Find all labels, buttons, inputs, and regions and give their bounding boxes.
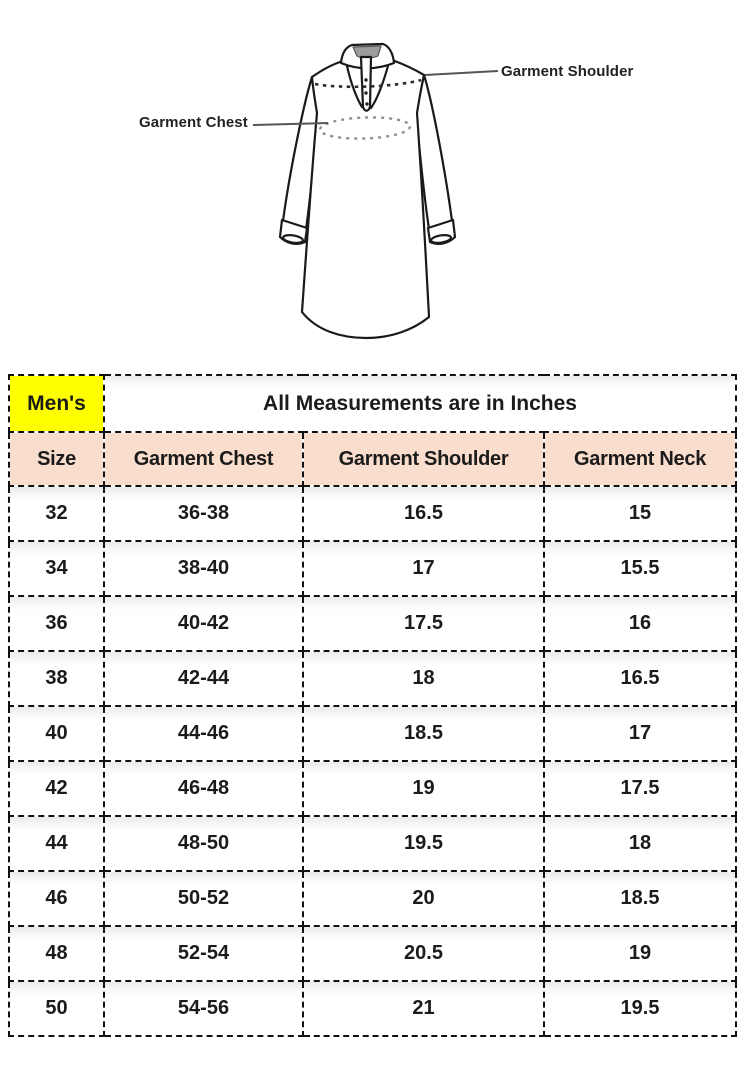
- cell-size: 34: [8, 540, 105, 597]
- cell-chest: 40-42: [103, 595, 304, 652]
- garment-shoulder-label: Garment Shoulder: [501, 63, 634, 80]
- table-row: 48 52-54 20.5 19: [8, 925, 738, 982]
- cell-shoulder: 16.5: [302, 485, 545, 542]
- right-cuff-opening: [430, 234, 452, 244]
- cell-chest: 54-56: [103, 980, 304, 1037]
- cell-neck: 19: [542, 925, 738, 982]
- cell-shoulder: 21: [302, 980, 545, 1037]
- size-table: Men's All Measurements are in Inches Siz…: [8, 374, 738, 1037]
- chest-leader-line: [252, 122, 329, 126]
- column-header-row: Size Garment Chest Garment Shoulder Garm…: [8, 431, 738, 487]
- cell-shoulder: 20: [302, 870, 545, 927]
- cell-shoulder: 18.5: [302, 705, 545, 762]
- garment-illustration: [252, 42, 499, 340]
- placket-buttons: [364, 78, 369, 106]
- torso: [300, 58, 431, 340]
- shoulder-measure-dotted-line: [314, 78, 422, 89]
- mens-cell: Men's: [8, 374, 105, 433]
- cell-neck: 19.5: [542, 980, 738, 1037]
- cell-size: 44: [8, 815, 105, 872]
- cell-neck: 18.5: [542, 870, 738, 927]
- cell-neck: 15: [542, 485, 738, 542]
- cell-chest: 48-50: [103, 815, 304, 872]
- table-row: 40 44-46 18.5 17: [8, 705, 738, 762]
- garment-diagram: Garment Chest Garment Shoulder: [0, 0, 746, 372]
- column-header-size: Size: [8, 431, 105, 487]
- cell-neck: 18: [542, 815, 738, 872]
- cell-size: 40: [8, 705, 105, 762]
- cell-chest: 46-48: [103, 760, 304, 817]
- cell-size: 32: [8, 485, 105, 542]
- cell-size: 38: [8, 650, 105, 707]
- cell-size: 48: [8, 925, 105, 982]
- cell-size: 50: [8, 980, 105, 1037]
- cell-chest: 36-38: [103, 485, 304, 542]
- cell-chest: 52-54: [103, 925, 304, 982]
- left-cuff-opening: [282, 234, 304, 244]
- cell-neck: 16.5: [542, 650, 738, 707]
- cell-chest: 42-44: [103, 650, 304, 707]
- cell-shoulder: 19: [302, 760, 545, 817]
- column-header-shoulder: Garment Shoulder: [302, 431, 545, 487]
- cell-shoulder: 17.5: [302, 595, 545, 652]
- table-row: 46 50-52 20 18.5: [8, 870, 738, 927]
- measurements-title: All Measurements are in Inches: [102, 374, 738, 433]
- table-row: 34 38-40 17 15.5: [8, 540, 738, 597]
- table-row: 42 46-48 19 17.5: [8, 760, 738, 817]
- table-row: 50 54-56 21 19.5: [8, 980, 738, 1037]
- column-header-neck: Garment Neck: [542, 431, 738, 487]
- cell-neck: 15.5: [542, 540, 738, 597]
- table-title-row: Men's All Measurements are in Inches: [8, 374, 738, 433]
- cell-shoulder: 18: [302, 650, 545, 707]
- column-header-chest: Garment Chest: [103, 431, 304, 487]
- table-row: 44 48-50 19.5 18: [8, 815, 738, 872]
- cell-chest: 44-46: [103, 705, 304, 762]
- table-row: 38 42-44 18 16.5: [8, 650, 738, 707]
- cell-neck: 17: [542, 705, 738, 762]
- table-row: 32 36-38 16.5 15: [8, 485, 738, 542]
- cell-chest: 50-52: [103, 870, 304, 927]
- cell-size: 46: [8, 870, 105, 927]
- cell-neck: 17.5: [542, 760, 738, 817]
- table-row: 36 40-42 17.5 16: [8, 595, 738, 652]
- shoulder-leader-line: [424, 70, 499, 76]
- vneck-right-seam: [369, 64, 390, 110]
- chest-measure-dotted-ellipse: [318, 116, 412, 140]
- vneck-left-seam: [345, 64, 364, 109]
- size-table-body: 32 36-38 16.5 15 34 38-40 17 15.5 36 40-42 17.5 16 3…: [8, 485, 738, 1037]
- cell-shoulder: 19.5: [302, 815, 545, 872]
- cell-chest: 38-40: [103, 540, 304, 597]
- cell-shoulder: 17: [302, 540, 545, 597]
- cell-neck: 16: [542, 595, 738, 652]
- placket: [359, 55, 373, 112]
- garment-chest-label: Garment Chest: [139, 114, 248, 131]
- cell-size: 42: [8, 760, 105, 817]
- cell-shoulder: 20.5: [302, 925, 545, 982]
- cell-size: 36: [8, 595, 105, 652]
